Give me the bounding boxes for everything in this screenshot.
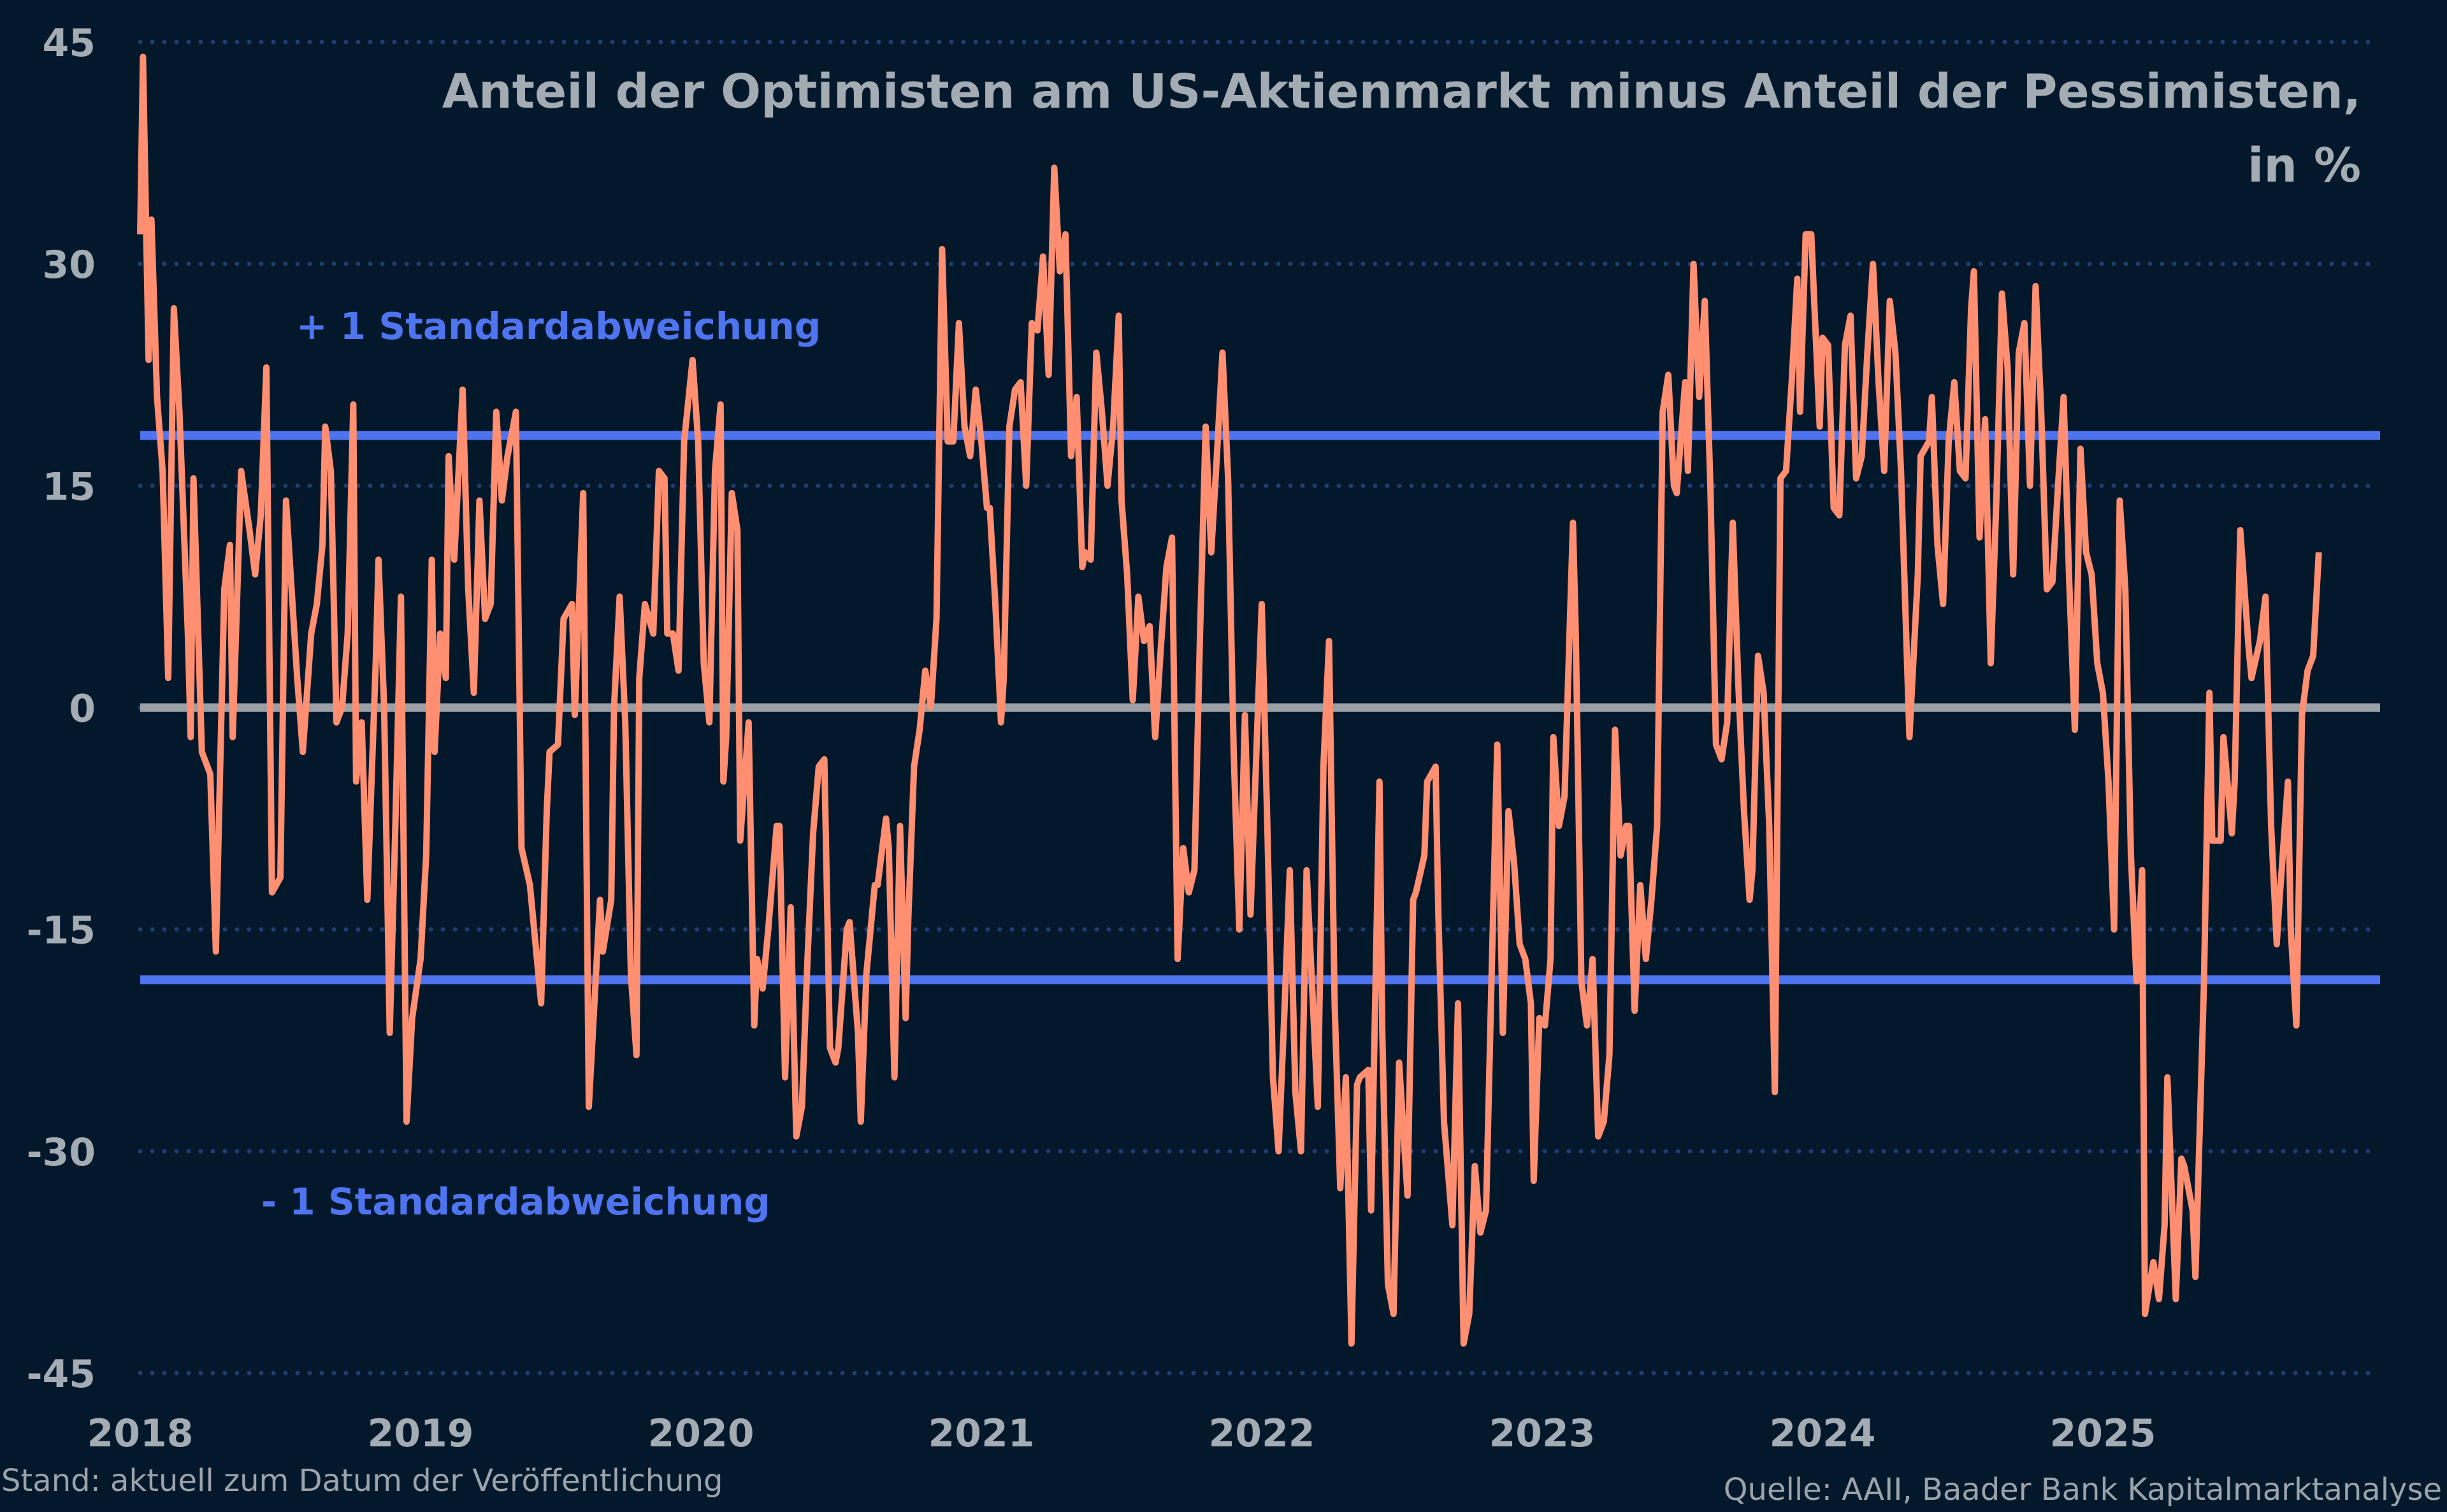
y-tick-label: -30 [27, 1130, 96, 1175]
x-tick-label: 2022 [1209, 1411, 1315, 1456]
x-tick-label: 2025 [2050, 1411, 2156, 1456]
chart-title-line1: Anteil der Optimisten am US-Aktienmarkt … [442, 64, 2361, 119]
x-tick-label: 2018 [87, 1411, 194, 1456]
x-tick-label: 2021 [928, 1411, 1035, 1456]
chart-title-line2: in % [2248, 138, 2361, 193]
y-axis-ticks: 45 30 15 0 -15 -30 -45 [27, 21, 96, 1397]
x-axis-ticks: 2018 2019 2020 2021 2022 2023 2024 2025 [87, 1411, 2156, 1456]
plus-std-label: + 1 Standardabweichung [296, 305, 821, 348]
y-tick-label: -45 [27, 1352, 96, 1397]
minus-std-label: - 1 Standardabweichung [261, 1180, 770, 1223]
y-tick-label: 0 [69, 687, 96, 731]
x-tick-label: 2023 [1489, 1411, 1596, 1456]
y-tick-label: 30 [43, 243, 96, 287]
footer-source: Quelle: AAII, Baader Bank Kapitalmarktan… [1723, 1472, 2442, 1508]
footer-date-note: Stand: aktuell zum Datum der Veröffentli… [1, 1463, 723, 1499]
x-tick-label: 2024 [1770, 1411, 1876, 1456]
x-tick-label: 2020 [648, 1411, 754, 1456]
series-layer [137, 54, 2322, 1347]
chart-title: Anteil der Optimisten am US-Aktienmarkt … [442, 55, 2361, 203]
y-tick-label: -15 [27, 909, 96, 953]
y-tick-label: 45 [43, 21, 96, 66]
x-tick-label: 2019 [368, 1411, 474, 1456]
y-tick-label: 15 [43, 464, 96, 509]
